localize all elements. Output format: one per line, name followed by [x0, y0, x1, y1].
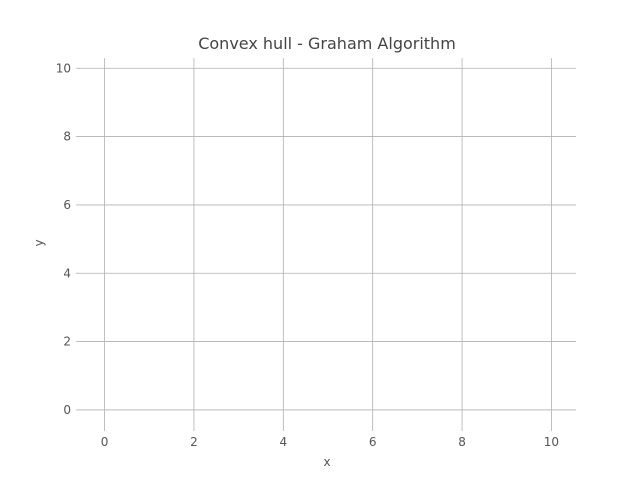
- x-tick-label-5: 10: [544, 435, 559, 449]
- x-tick-label-3: 6: [369, 435, 377, 449]
- y-tick-label-5: 10: [56, 61, 71, 75]
- x-tick-label-0: 0: [101, 435, 109, 449]
- chart-title: Convex hull - Graham Algorithm: [198, 34, 456, 53]
- ticks: 0 2 4 6 8 10 0 2 4 6 8 10: [56, 61, 559, 449]
- x-tick-label-4: 8: [458, 435, 466, 449]
- grid: [80, 58, 576, 427]
- x-axis-label: x: [323, 455, 330, 469]
- y-tick-label-1: 2: [63, 335, 71, 349]
- y-tick-label-2: 4: [63, 266, 71, 280]
- y-tick-label-3: 6: [63, 198, 71, 212]
- x-tick-label-2: 4: [279, 435, 287, 449]
- y-tick-label-0: 0: [63, 403, 71, 417]
- y-tick-label-4: 8: [63, 130, 71, 144]
- y-axis-label: y: [32, 239, 46, 246]
- x-tick-label-1: 2: [190, 435, 198, 449]
